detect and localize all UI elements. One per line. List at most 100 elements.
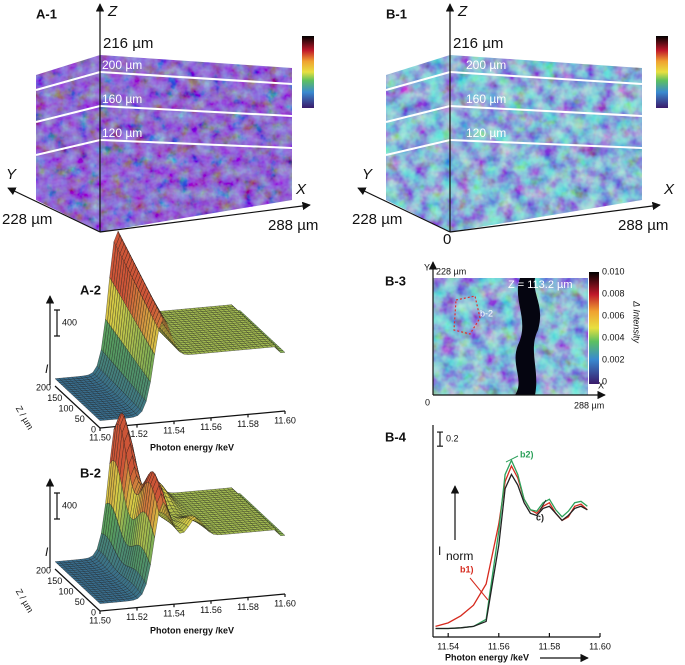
axis-label: Z / µm [14,404,36,431]
level-label: 120 µm [466,126,506,140]
surface-cell [278,350,286,353]
surface-a2: 11.50 11.52 11.54 11.56 11.58 11.60 2001501005… [36,230,296,442]
dimension: 288 µm [574,400,604,410]
level-label: 200 µm [102,58,142,72]
scale-label: 400 [62,500,77,510]
line-series [435,458,588,630]
z-tick-label: 0 [91,424,96,434]
surface-b2: 11.50 11.52 11.54 11.56 11.58 11.602001501005… [36,412,296,625]
surface-cell [278,533,286,536]
axis [7,187,101,233]
level-label: 160 µm [102,92,142,106]
line-series [435,473,588,630]
scale-bar [54,492,60,520]
colorbar-tick: 0.006 [602,310,625,320]
level-label: 160 µm [466,92,506,106]
z-tick-label: 50 [75,597,85,607]
scale-bar [437,431,443,447]
panel-b4: B-4 [385,429,407,444]
x-tick-label: 11.60 [274,598,296,608]
colorbar [589,272,599,384]
x-tick-label: 11.50 [89,432,111,442]
axis-label: I [45,362,49,376]
series-label: c) [536,512,544,522]
panel-label: A-2 [80,282,101,297]
z-tick-label: 200 [36,565,51,575]
axis [449,201,661,233]
dimension: 216 µm [103,35,153,52]
panel-b3: B-3 b-2 Z = 113.2 µm Y X 228 µm 288 µm 0… [385,261,642,410]
y-axis-label-sub: norm [446,549,473,563]
axis [54,385,101,429]
axis-label: Z [457,3,468,20]
x-tick-label: 11.54 [163,426,185,436]
series-label: b1) [460,564,474,574]
colorbar-tick: 0.002 [602,354,625,364]
axis [99,201,311,233]
x-tick-label: 11.60 [589,641,611,651]
axis-label: Photon energy /keV [150,625,234,635]
z-label: Z = 113.2 µm [508,279,573,291]
panel-label: B-2 [80,465,101,480]
colorbar-tick: 0.010 [602,266,625,276]
colorbar-tick: 0.008 [602,288,625,298]
axis-label: Y [362,166,373,183]
colorbar [302,36,314,108]
axis-label: I [45,545,49,559]
panel-label: A-1 [36,6,57,21]
x-tick-label: 11.50 [89,615,111,625]
origin: 0 [443,231,451,248]
line-series [435,464,588,628]
x-axis-label: Photon energy /keV [445,652,529,662]
axis-label: Y [424,262,430,272]
z-tick-label: 0 [91,607,96,617]
axis-label: Y [6,166,17,183]
colorbar-tick: 0.004 [602,332,625,342]
z-tick-label: 100 [58,586,73,596]
scale-label: 0.2 [446,434,459,444]
scale-bar [54,309,60,337]
annotation-arrow [505,455,519,463]
dimension: 228 µm [436,266,466,276]
z-tick-label: 200 [36,382,51,392]
panel-a1: 200 µm 160 µm 120 µm Z Y X 216 µm 228 µm… [2,3,318,234]
axis-label: Z / µm [14,587,36,614]
axis [99,410,286,429]
x-tick-label: 11.60 [274,415,296,425]
crack [515,278,541,395]
panel-b1: 200 µm 160 µm 120 µm Z Y X 216 µm 228 µm… [352,3,675,248]
roi [453,295,481,335]
colorbar-tick: 0 [602,376,607,386]
colorbar [656,36,668,108]
annotation-arrow [469,577,489,601]
volume-side [36,55,100,232]
x-tick-label: 11.54 [437,641,459,651]
dimension: 216 µm [453,35,503,52]
axis [54,568,101,612]
level-label: 120 µm [102,126,142,140]
colorbar-label: Δ Intensity [632,300,642,343]
volume-side [386,55,450,232]
axis-label: X [598,380,604,390]
panel-label: B-3 [385,273,406,288]
axis [357,187,451,233]
panel-label: B-4 [385,429,407,444]
x-tick-label: 11.56 [200,605,222,615]
scale-label: 400 [62,317,77,327]
level-label: 200 µm [466,58,506,72]
z-tick-label: 100 [58,403,73,413]
x-tick-label: 11.56 [200,422,222,432]
x-tick-label: 11.56 [488,641,510,651]
x-tick-label: 11.54 [163,609,185,619]
roi-label: b-2 [480,308,493,318]
origin: 0 [425,397,430,407]
dimension: 228 µm [352,211,402,228]
x-tick-label: 11.58 [538,641,560,651]
panel-label: B-1 [386,6,407,21]
axis [99,593,286,612]
x-tick-label: 11.52 [126,429,148,439]
x-tick-label: 11.52 [126,612,148,622]
dimension: 288 µm [268,217,318,234]
axis-label: X [295,181,307,198]
